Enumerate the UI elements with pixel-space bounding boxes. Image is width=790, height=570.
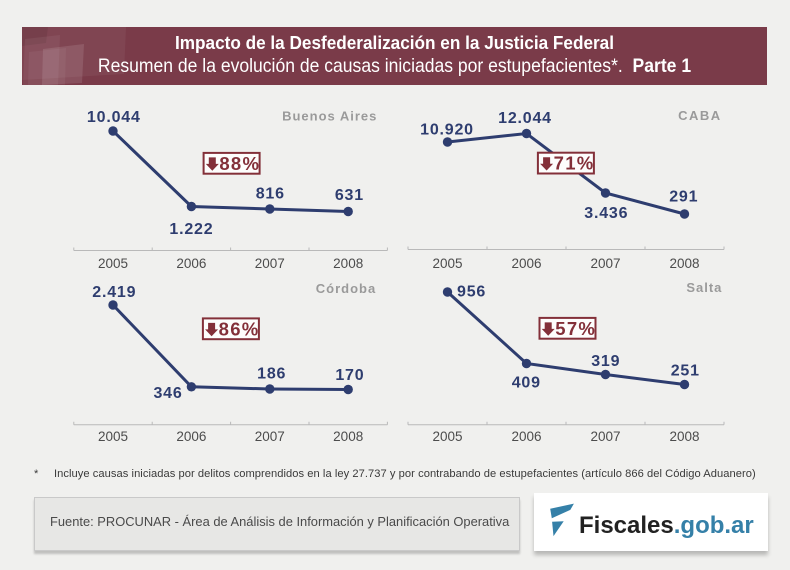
svg-text:2005: 2005 [98, 429, 128, 444]
svg-text:186: 186 [257, 365, 286, 382]
svg-text:2006: 2006 [511, 429, 541, 444]
svg-text:409: 409 [512, 374, 541, 391]
svg-text:10.920: 10.920 [420, 121, 474, 138]
svg-text:2006: 2006 [176, 429, 206, 444]
svg-text:1.222: 1.222 [169, 221, 213, 238]
svg-text:CABA: CABA [678, 108, 722, 123]
svg-text:251: 251 [671, 363, 700, 380]
svg-text:2006: 2006 [176, 256, 206, 271]
svg-text:2.419: 2.419 [92, 284, 136, 301]
svg-text:2005: 2005 [98, 256, 128, 271]
svg-text:3.436: 3.436 [584, 205, 628, 222]
svg-text:Buenos Aires: Buenos Aires [282, 109, 377, 124]
svg-text:Salta: Salta [686, 280, 722, 295]
svg-text:346: 346 [153, 385, 182, 402]
svg-text:10.044: 10.044 [87, 109, 141, 126]
svg-text:57%: 57% [555, 318, 596, 339]
svg-text:291: 291 [669, 189, 698, 206]
svg-text:2007: 2007 [590, 429, 620, 444]
svg-text:2006: 2006 [511, 256, 541, 271]
svg-text:319: 319 [591, 353, 620, 370]
svg-text:2007: 2007 [590, 256, 620, 271]
svg-text:2008: 2008 [333, 256, 363, 271]
svg-text:170: 170 [335, 367, 364, 384]
svg-text:2005: 2005 [432, 256, 462, 271]
svg-text:2007: 2007 [255, 429, 285, 444]
svg-text:12.044: 12.044 [498, 110, 552, 127]
svg-text:86%: 86% [219, 318, 260, 339]
svg-text:Córdoba: Córdoba [316, 281, 376, 296]
svg-text:2008: 2008 [669, 256, 699, 271]
svg-text:816: 816 [256, 186, 285, 203]
svg-text:2005: 2005 [432, 429, 462, 444]
svg-text:71%: 71% [554, 153, 595, 174]
svg-text:956: 956 [457, 284, 486, 301]
svg-text:631: 631 [335, 187, 364, 204]
svg-text:2008: 2008 [669, 429, 699, 444]
svg-text:88%: 88% [219, 153, 260, 174]
svg-text:2008: 2008 [333, 429, 363, 444]
svg-text:Fiscales.gob.ar: Fiscales.gob.ar [579, 512, 754, 539]
svg-text:2007: 2007 [255, 256, 285, 271]
